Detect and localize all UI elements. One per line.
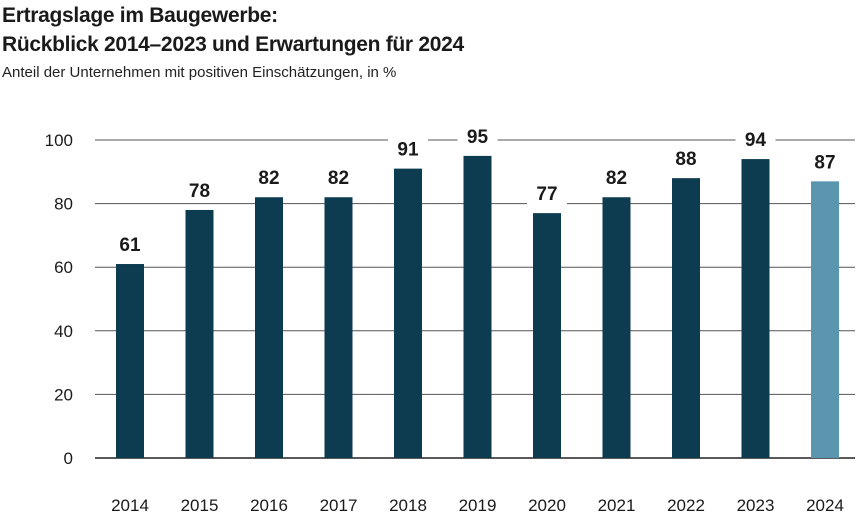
bar-2017 bbox=[324, 197, 353, 459]
data-label-bg bbox=[249, 162, 289, 190]
bar-2019 bbox=[463, 155, 492, 458]
data-label-bg bbox=[388, 133, 428, 161]
bar-2016 bbox=[255, 197, 283, 459]
data-label-2021: 82 bbox=[606, 168, 627, 189]
bar-2015 bbox=[185, 209, 214, 458]
data-label-bg bbox=[735, 124, 776, 152]
data-label-2015: 78 bbox=[189, 181, 210, 202]
x-tick-label-2018: 2018 bbox=[389, 496, 427, 515]
data-label-bg bbox=[596, 162, 637, 190]
data-label-2016: 82 bbox=[258, 168, 279, 189]
data-label-bg bbox=[457, 120, 498, 148]
data-label-2017: 82 bbox=[328, 168, 349, 189]
data-label-bg bbox=[179, 174, 220, 202]
bar-2024 bbox=[811, 181, 839, 458]
data-label-bg bbox=[318, 162, 359, 190]
y-tick-label: 100 bbox=[45, 131, 73, 150]
bar-2023 bbox=[741, 159, 770, 458]
x-tick-label-2015: 2015 bbox=[181, 496, 219, 515]
y-tick-label: 20 bbox=[54, 385, 73, 404]
data-label-bg bbox=[805, 146, 845, 174]
bar-2021 bbox=[602, 197, 631, 459]
bar-2020 bbox=[533, 213, 561, 458]
chart-subtitle: Anteil der Unternehmen mit positiven Ein… bbox=[2, 64, 397, 81]
x-tick-label-2021: 2021 bbox=[598, 496, 636, 515]
bar-2018 bbox=[394, 168, 422, 458]
data-label-bg bbox=[110, 229, 150, 257]
chart-title-line2: Rückblick 2014–2023 und Erwartungen für … bbox=[2, 33, 464, 56]
data-label-2014: 61 bbox=[119, 235, 141, 256]
x-tick-label-2024: 2024 bbox=[806, 496, 844, 515]
data-label-2024: 87 bbox=[814, 152, 835, 173]
x-tick-label-2022: 2022 bbox=[667, 496, 705, 515]
y-tick-label: 60 bbox=[54, 258, 73, 277]
chart-title: Ertragslage im Baugewerbe: bbox=[2, 4, 278, 27]
data-label-2020: 77 bbox=[536, 184, 557, 205]
x-tick-label-2014: 2014 bbox=[111, 496, 149, 515]
y-tick-label: 80 bbox=[54, 195, 73, 214]
y-tick-label: 0 bbox=[64, 449, 73, 468]
y-tick-label: 40 bbox=[54, 322, 73, 341]
data-label-2023: 94 bbox=[745, 130, 767, 151]
bar-2022 bbox=[672, 178, 700, 458]
data-label-2022: 88 bbox=[675, 149, 696, 170]
x-tick-label-2016: 2016 bbox=[250, 496, 288, 515]
data-label-bg bbox=[666, 143, 706, 171]
x-tick-label-2017: 2017 bbox=[320, 496, 358, 515]
x-tick-label-2019: 2019 bbox=[459, 496, 497, 515]
bar-2014 bbox=[116, 264, 144, 458]
x-tick-label-2023: 2023 bbox=[737, 496, 775, 515]
data-label-2019: 95 bbox=[467, 127, 489, 148]
data-label-bg bbox=[527, 178, 567, 206]
data-label-2018: 91 bbox=[397, 140, 419, 161]
x-tick-label-2020: 2020 bbox=[528, 496, 566, 515]
